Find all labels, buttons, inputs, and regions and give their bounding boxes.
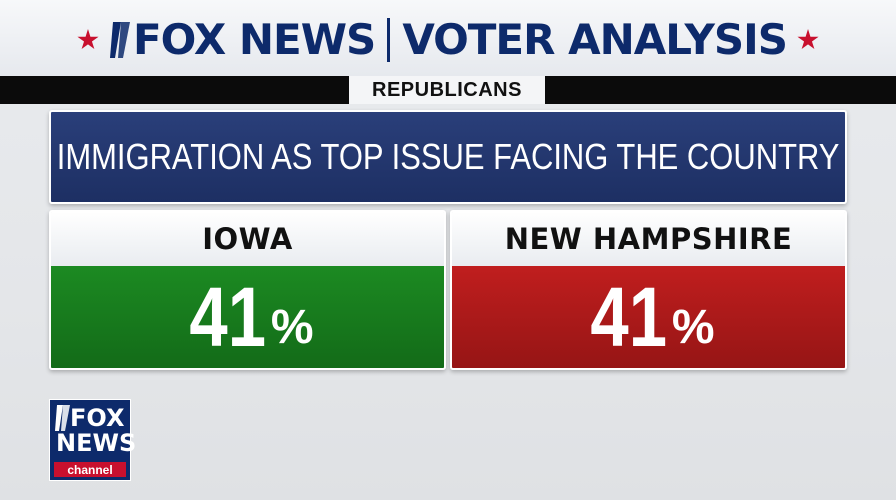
star-icon-right: [797, 29, 819, 50]
result-card-new-hampshire: NEW HAMPSHIRE 41 %: [450, 210, 847, 370]
question-banner: IMMIGRATION AS TOP ISSUE FACING THE COUN…: [49, 110, 847, 204]
fox-news-channel-logo: FOX NEWS channel: [49, 399, 136, 481]
result-value: 41: [189, 270, 267, 364]
logo-line-fox: FOX: [70, 404, 125, 432]
result-value: 41: [590, 270, 668, 364]
logo-line-channel: channel: [54, 462, 126, 477]
result-value-panel: 41 %: [452, 266, 845, 368]
brand-name: FOX NEWS: [132, 15, 376, 64]
header: FOX NEWS VOTER ANALYSIS: [0, 0, 896, 76]
subtitle-label: REPUBLICANS: [349, 76, 545, 104]
fox-slash-icon: [109, 22, 130, 58]
star-icon-left: [77, 29, 99, 50]
logo-line-news: NEWS: [56, 429, 137, 457]
question-text: IMMIGRATION AS TOP ISSUE FACING THE COUN…: [56, 136, 840, 177]
section-title: VOTER ANALYSIS: [402, 15, 788, 64]
state-label: IOWA: [51, 212, 444, 266]
result-unit: %: [671, 301, 715, 354]
state-label: NEW HAMPSHIRE: [452, 212, 845, 266]
result-card-iowa: IOWA 41 %: [49, 210, 446, 370]
title-divider: [387, 18, 391, 62]
fox-slash-icon: [55, 405, 70, 431]
result-value-panel: 41 %: [51, 266, 444, 368]
brand-title: FOX NEWS: [109, 15, 376, 64]
result-unit: %: [270, 301, 314, 354]
title-row: FOX NEWS VOTER ANALYSIS: [0, 10, 896, 70]
